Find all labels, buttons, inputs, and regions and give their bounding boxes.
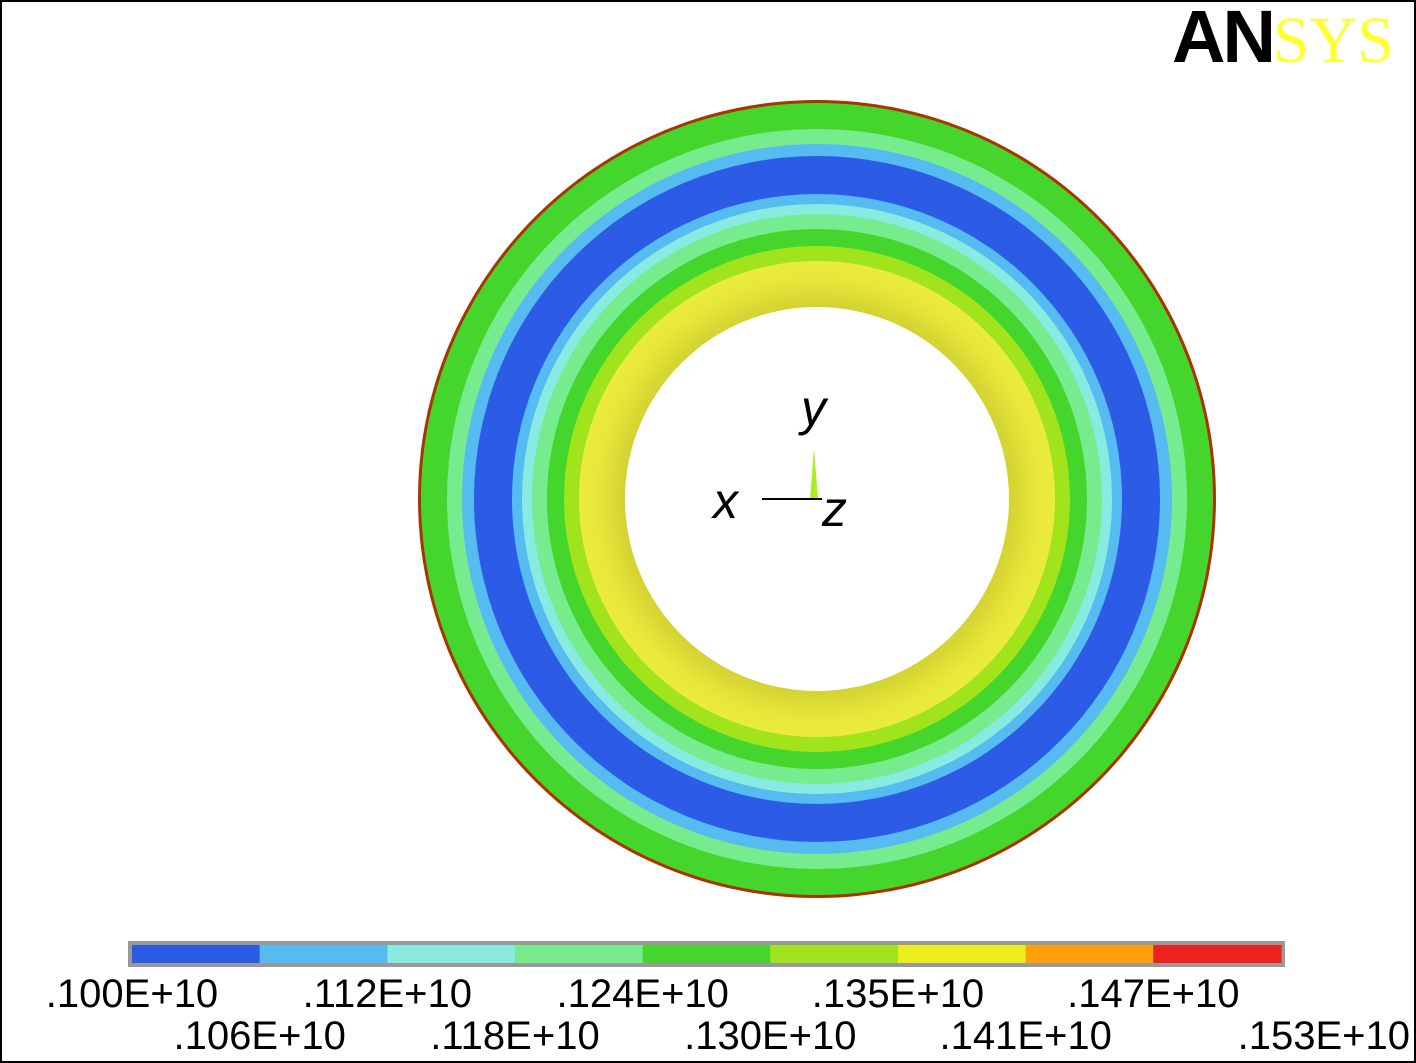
legend-tick-label: .141E+10 bbox=[939, 1014, 1111, 1058]
legend-ticks-top: .100E+10 .112E+10 .124E+10 .135E+10 .147E+10 bbox=[46, 972, 1240, 1016]
legend-tick-label: .124E+10 bbox=[556, 972, 728, 1016]
triad-y-label: y bbox=[798, 380, 829, 436]
coordinate-triad: x y z bbox=[711, 380, 847, 537]
legend-tick-label: .100E+10 bbox=[46, 972, 218, 1016]
color-legend-cell bbox=[387, 945, 516, 963]
color-legend bbox=[128, 941, 1285, 967]
legend-tick-label: .130E+10 bbox=[684, 1014, 856, 1058]
legend-tick-label: .112E+10 bbox=[303, 972, 472, 1016]
color-legend-cell bbox=[898, 945, 1027, 963]
legend-tick-label: .106E+10 bbox=[173, 1014, 345, 1058]
color-legend-cell bbox=[770, 945, 899, 963]
logo-sys-text: SYS bbox=[1272, 4, 1394, 77]
color-legend-cell bbox=[642, 945, 771, 963]
legend-ticks-bottom: .106E+10 .118E+10 .130E+10 .141E+10 .153E+10 bbox=[173, 1014, 1410, 1058]
legend-tick-label: .147E+10 bbox=[1067, 972, 1239, 1016]
legend-tick-label: .135E+10 bbox=[812, 972, 984, 1016]
triad-z-label: z bbox=[821, 481, 847, 537]
color-legend-cell bbox=[515, 945, 644, 963]
triad-x-label: x bbox=[711, 473, 740, 529]
legend-tick-label: .118E+10 bbox=[430, 1014, 599, 1058]
color-legend-cell bbox=[1025, 945, 1154, 963]
triad-y-axis bbox=[810, 448, 818, 499]
logo-an-text: AN bbox=[1172, 0, 1276, 78]
color-legend-cell bbox=[1153, 945, 1282, 963]
ansys-logo: ANSYS bbox=[1172, 0, 1394, 76]
color-legend-cell bbox=[132, 945, 261, 963]
color-legend-cell bbox=[259, 945, 388, 963]
legend-tick-label: .153E+10 bbox=[1238, 1014, 1410, 1058]
